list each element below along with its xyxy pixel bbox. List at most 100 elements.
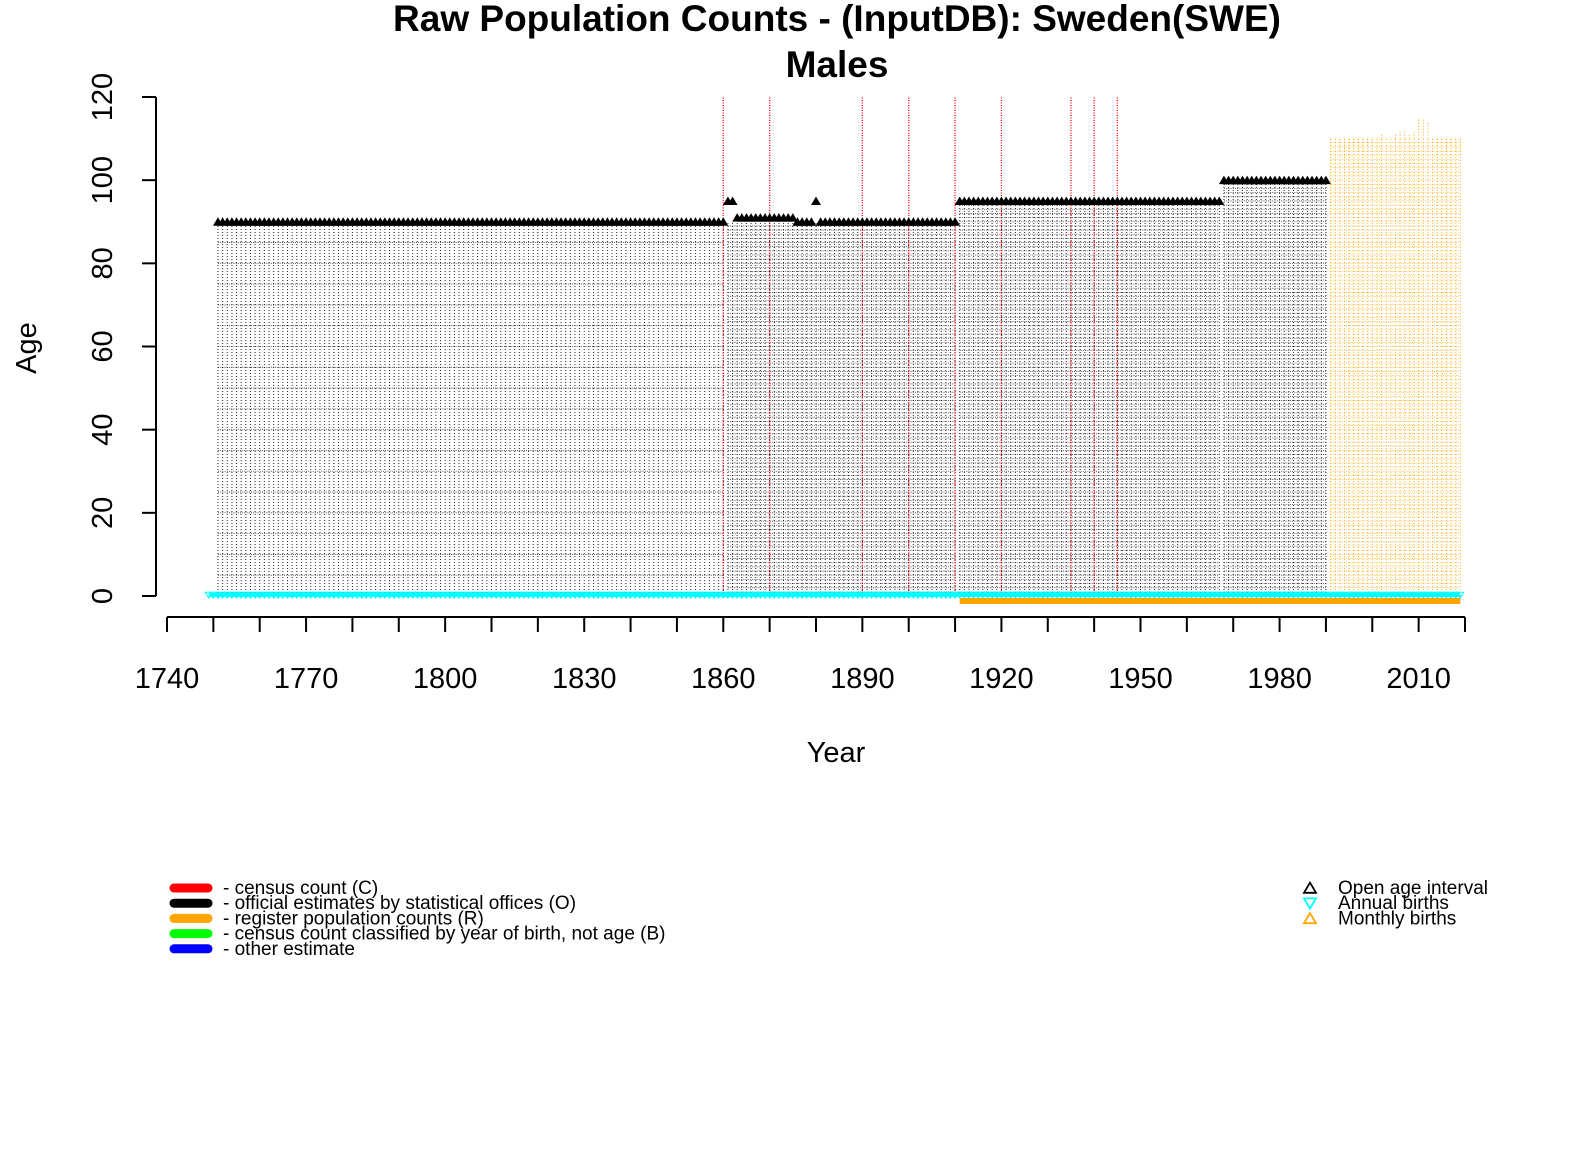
annual-birth-1881 bbox=[816, 591, 826, 600]
y-tick-label: 20 bbox=[87, 497, 119, 529]
annual-birth-2006 bbox=[1395, 591, 1405, 600]
annual-birth-1775 bbox=[324, 591, 334, 600]
annual-birth-1815 bbox=[510, 591, 520, 600]
annual-birth-1917 bbox=[983, 591, 992, 600]
annual-birth-1752 bbox=[218, 591, 228, 600]
annual-birth-2017 bbox=[1446, 591, 1456, 600]
data-segment-O-1911 bbox=[959, 200, 1220, 597]
annual-birth-1993 bbox=[1335, 591, 1345, 600]
annual-birth-1861 bbox=[723, 591, 733, 600]
annual-birth-2003 bbox=[1381, 591, 1391, 600]
annual-birth-1904 bbox=[922, 591, 932, 600]
annual-birth-1829 bbox=[575, 591, 584, 600]
annual-birth-1760 bbox=[255, 591, 265, 600]
annual-birth-1832 bbox=[589, 591, 598, 600]
annual-birth-1928 bbox=[1034, 591, 1043, 600]
annual-birth-1884 bbox=[830, 591, 839, 600]
annual-birth-1943 bbox=[1103, 591, 1113, 600]
annual-births-series bbox=[204, 591, 1465, 600]
annual-birth-1818 bbox=[524, 591, 533, 600]
legend-symbol-icon bbox=[1302, 897, 1318, 911]
annual-birth-1830 bbox=[579, 591, 589, 600]
annual-birth-1870 bbox=[765, 591, 775, 600]
legend-data-types: - census count (C)- official estimates b… bbox=[169, 878, 666, 960]
annual-birth-2005 bbox=[1391, 591, 1400, 600]
annual-birth-1900 bbox=[904, 591, 914, 600]
annual-birth-1999 bbox=[1363, 591, 1373, 600]
annual-birth-1895 bbox=[881, 591, 890, 600]
annual-birth-2007 bbox=[1400, 591, 1410, 600]
annual-birth-1927 bbox=[1029, 591, 1039, 600]
annual-birth-1787 bbox=[380, 591, 390, 600]
annual-birth-1813 bbox=[501, 591, 510, 600]
annual-birth-1803 bbox=[454, 591, 464, 600]
annual-birth-1926 bbox=[1024, 591, 1034, 600]
annual-birth-1890 bbox=[857, 591, 867, 600]
annual-birth-1883 bbox=[825, 591, 835, 600]
open-age-markers-1911 bbox=[954, 196, 1225, 205]
annual-birth-1794 bbox=[412, 591, 422, 600]
annual-birth-2009 bbox=[1409, 591, 1419, 600]
annual-birth-1836 bbox=[607, 591, 617, 600]
annual-birth-1888 bbox=[848, 591, 858, 600]
legend-label: - census count (C) bbox=[223, 878, 378, 899]
annual-birth-1757 bbox=[241, 591, 251, 600]
annual-birth-1913 bbox=[964, 591, 974, 600]
legend-label: - official estimates by statistical offi… bbox=[223, 893, 576, 914]
annual-birth-1952 bbox=[1145, 591, 1155, 600]
y-tick-label: 0 bbox=[87, 588, 119, 604]
annual-birth-2004 bbox=[1386, 591, 1396, 600]
annual-birth-1778 bbox=[338, 591, 348, 600]
annual-birth-1840 bbox=[626, 591, 635, 600]
annual-birth-1859 bbox=[714, 591, 724, 600]
annual-birth-1986 bbox=[1303, 591, 1312, 600]
annual-birth-1796 bbox=[422, 591, 431, 600]
annual-birth-1906 bbox=[932, 591, 941, 600]
annual-birth-1972 bbox=[1238, 591, 1247, 600]
x-axis: 1740 1770 1800 1830 1860 1890 1920 1950 1980 2010 bbox=[135, 616, 1466, 695]
annual-birth-1860 bbox=[718, 591, 728, 600]
annual-birth-1862 bbox=[728, 591, 737, 600]
annual-birth-1981 bbox=[1279, 591, 1289, 600]
register-open-age-series bbox=[1330, 117, 1461, 160]
open-age-marker-1875 bbox=[787, 213, 798, 222]
annual-birth-1887 bbox=[844, 591, 853, 600]
annual-birth-1989 bbox=[1316, 591, 1326, 600]
annual-birth-1791 bbox=[399, 591, 408, 600]
annual-birth-1885 bbox=[834, 591, 844, 600]
annual-birth-1806 bbox=[468, 591, 478, 600]
annual-birth-2008 bbox=[1404, 591, 1414, 600]
annual-birth-1853 bbox=[686, 591, 696, 600]
annual-birth-1811 bbox=[491, 591, 501, 600]
annual-birth-1753 bbox=[222, 591, 232, 600]
annual-birth-1825 bbox=[556, 591, 566, 600]
annual-birth-1759 bbox=[250, 591, 260, 600]
annual-birth-1935 bbox=[1066, 591, 1076, 600]
annual-birth-1838 bbox=[616, 591, 626, 600]
annual-birth-1948 bbox=[1126, 591, 1136, 600]
annual-birth-1777 bbox=[334, 591, 343, 600]
annual-birth-1863 bbox=[732, 591, 742, 600]
annual-births-band bbox=[208, 593, 1461, 597]
y-tick-label: 120 bbox=[87, 73, 119, 121]
annual-birth-1799 bbox=[436, 591, 445, 600]
annual-birth-1821 bbox=[538, 591, 547, 600]
annual-birth-1964 bbox=[1201, 591, 1210, 600]
annual-birth-1958 bbox=[1173, 591, 1182, 600]
x-tick-label: 2010 bbox=[1386, 663, 1451, 695]
annual-birth-1766 bbox=[283, 591, 292, 600]
annual-birth-1962 bbox=[1191, 591, 1201, 600]
open-age-markers-1880 bbox=[811, 196, 821, 205]
annual-birth-1892 bbox=[867, 591, 877, 600]
annual-birth-1798 bbox=[431, 591, 441, 600]
annual-birth-1931 bbox=[1048, 591, 1057, 600]
annual-birth-1942 bbox=[1099, 591, 1108, 600]
annual-birth-1844 bbox=[644, 591, 654, 600]
annual-birth-2018 bbox=[1451, 591, 1461, 600]
annual-birth-1997 bbox=[1354, 591, 1363, 600]
open-age-marker-1990 bbox=[1320, 175, 1331, 185]
annual-birth-1790 bbox=[394, 591, 404, 600]
annual-birth-1772 bbox=[310, 591, 320, 600]
x-tick-label: 1770 bbox=[274, 663, 339, 695]
annual-birth-1758 bbox=[246, 591, 255, 600]
